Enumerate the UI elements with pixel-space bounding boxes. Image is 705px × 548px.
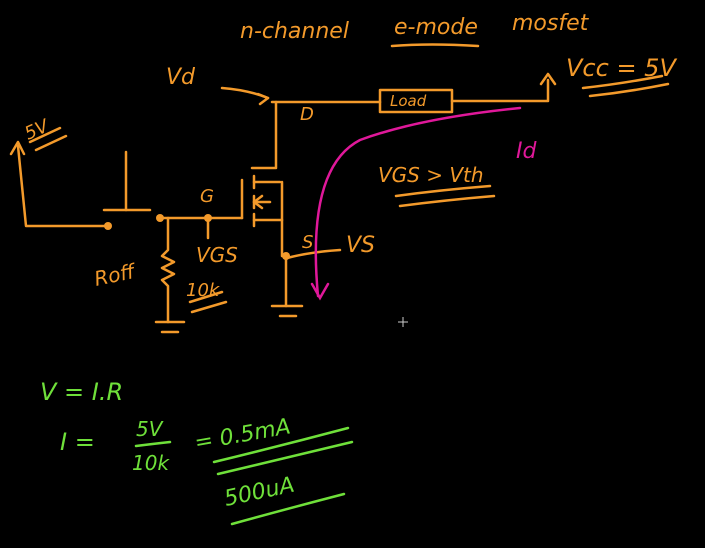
crosshair-cursor-icon [398,317,408,327]
title-word-3: mosfet [512,11,590,36]
vgs-label: VGS [196,243,238,267]
result-underline-1 [212,426,350,464]
fraction-denominator: 10k [132,451,170,475]
roff-label: Roff [92,258,139,290]
vd-label: Vd [166,65,196,90]
drain-label: D [300,104,314,125]
supply-arrowhead [9,140,26,156]
vgs-condition: VGS > Vth [378,163,484,187]
ohms-law: V = I.R [40,378,123,406]
fraction-numerator: 5V [136,417,164,441]
source-label: S [302,232,313,253]
five-v-underline-1 [28,126,62,144]
gate-label: G [200,186,214,207]
load-label: Load [390,92,427,110]
vs-wire [285,248,342,260]
cond-underline-1 [394,184,492,198]
mosfet-drain-lead [250,100,278,170]
current-final: 500uA [222,473,297,512]
title-word-1: n-channel [240,19,349,44]
r-value-label: 10k [186,280,221,301]
vcc-underline-1 [581,74,664,90]
result-underline-2 [216,440,354,476]
r-value-underline-2 [190,300,228,314]
r-value-underline-1 [188,290,224,304]
cond-underline-2 [398,194,496,208]
body-arrowhead [252,194,264,210]
roff-resistor [160,216,176,324]
title-underline [390,43,480,48]
junction-dots [104,214,290,260]
title-word-2: e-mode [394,15,478,40]
vd-arrowhead [256,92,270,106]
vs-label: VS [346,233,375,258]
current-arrowhead [310,282,330,301]
vcc-arrowhead [539,72,557,86]
id-label: Id [516,139,537,164]
vcc-wire [450,78,550,103]
fraction-bar [134,440,172,448]
supply-wire [16,144,110,228]
current-result: = 0.5mA [193,414,293,455]
vcc-underline-2 [588,82,670,98]
current-arrow-line [314,106,522,298]
current-lhs: I = [60,428,95,456]
final-underline [230,492,346,526]
five-v-label: 5V [21,115,53,145]
vcc-label: Vcc = 5V [566,54,677,82]
five-v-underline-2 [34,134,68,152]
